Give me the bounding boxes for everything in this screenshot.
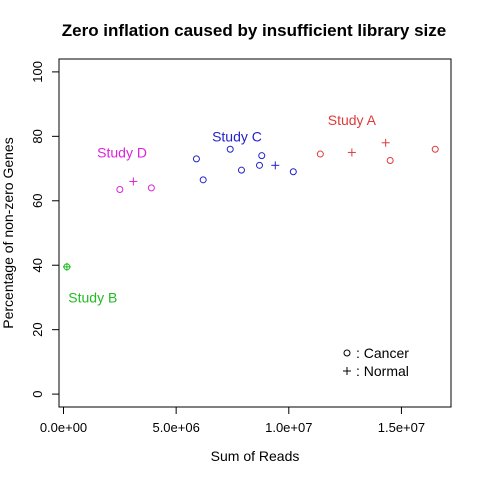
study-label: Study B [68, 289, 117, 305]
legend-cancer-symbol [343, 349, 351, 357]
normal-point [62, 262, 71, 271]
study-labels: Study A Study B Study C Study D [68, 112, 376, 305]
legend-label: : Cancer [356, 345, 409, 361]
cancer-point [258, 152, 266, 160]
cancer-point [237, 166, 245, 174]
cancer-point [431, 145, 439, 153]
cancer-point [316, 150, 324, 158]
y-axis-label: Percentage of non-zero Genes [0, 137, 16, 328]
y-tick-label: 80 [30, 129, 45, 143]
normal-point [129, 177, 138, 186]
cancer-point [147, 184, 155, 192]
x-tick-label: 0.0e+00 [40, 420, 87, 435]
plot-frame [58, 58, 452, 408]
y-tick-label: 40 [30, 258, 45, 272]
study-label: Study D [97, 144, 147, 160]
cancer-point [256, 161, 264, 169]
x-axis-label: Sum of Reads [211, 448, 300, 464]
data-points [62, 138, 439, 271]
x-tick-label: 5.0e+06 [152, 420, 199, 435]
legend: : Cancer : Normal [343, 345, 409, 379]
x-tick-label: 1.5e+07 [378, 420, 425, 435]
y-tick-label: 100 [30, 61, 45, 83]
y-tick-label: 20 [30, 322, 45, 336]
legend-label: : Normal [356, 363, 409, 379]
cancer-point [199, 176, 207, 184]
normal-point [347, 148, 356, 157]
study-label: Study C [212, 128, 262, 144]
normal-point [271, 161, 280, 170]
legend-normal-symbol [343, 367, 351, 375]
chart-title: Zero inflation caused by insufficient li… [62, 21, 446, 40]
y-tick-label: 60 [30, 194, 45, 208]
cancer-point [116, 186, 124, 193]
x-axis: 0.0e+00 5.0e+06 1.0e+07 1.5e+07 [40, 407, 425, 435]
y-tick-label: 0 [30, 390, 45, 397]
cancer-point [192, 155, 200, 163]
cancer-point [386, 157, 394, 164]
study-label: Study A [328, 112, 377, 128]
cancer-point [226, 145, 234, 153]
normal-point [381, 138, 390, 147]
x-tick-label: 1.0e+07 [265, 420, 312, 435]
y-axis: 0 20 40 60 80 100 [30, 61, 59, 398]
cancer-point [289, 168, 297, 176]
